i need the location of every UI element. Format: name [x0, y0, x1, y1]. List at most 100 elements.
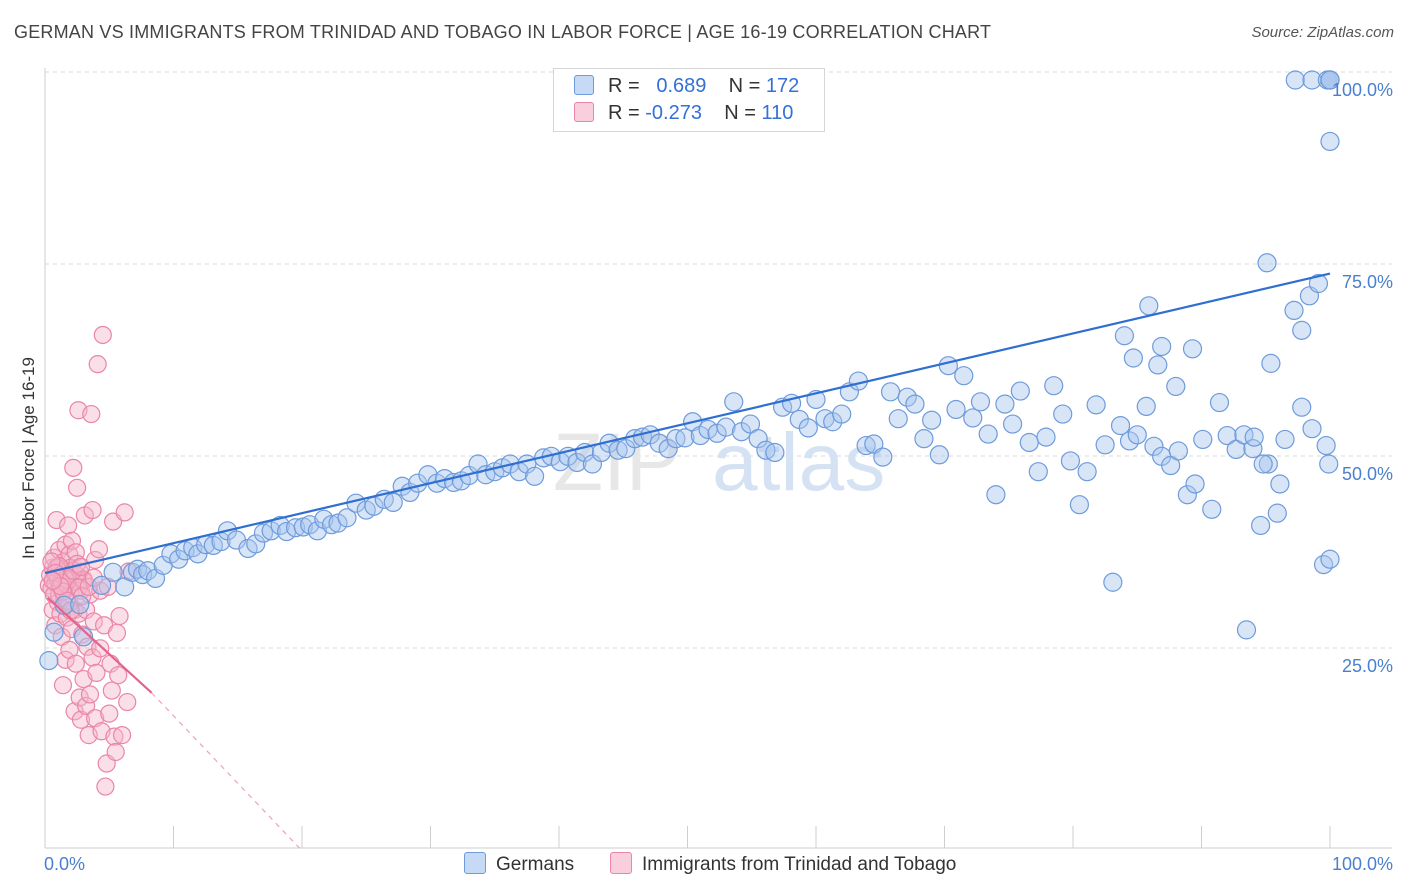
- scatter-point: [53, 676, 73, 695]
- scatter-point: [1003, 414, 1023, 434]
- scatter-point: [109, 666, 128, 685]
- legend-row-germans: R = 0.689 N = 172: [574, 75, 799, 99]
- scatter-point: [84, 612, 103, 631]
- scatter-point: [71, 710, 91, 729]
- scatter-point: [1284, 300, 1304, 320]
- legend-swatch-germans: [574, 75, 594, 95]
- scatter-point: [914, 429, 934, 449]
- legend-n-value: 172: [765, 75, 800, 97]
- scatter-point: [1152, 336, 1172, 357]
- scatter-point: [864, 434, 884, 454]
- scatter-point: [91, 575, 112, 595]
- scatter-point: [1316, 435, 1336, 456]
- y-tick-label: 50.0%: [1342, 464, 1393, 484]
- scatter-point: [103, 562, 123, 582]
- scatter-point: [42, 552, 61, 571]
- scatter-point: [1182, 339, 1203, 359]
- scatter-point: [978, 424, 998, 444]
- series-legend-trinidad[interactable]: Immigrants from Trinidad and Tobago: [610, 852, 956, 876]
- tick-labels: 25.0% 50.0% 75.0% 100.0% 0.0% 100.0%: [44, 80, 1393, 874]
- legend-r-value: 0.689: [656, 75, 707, 97]
- scatter-point: [1044, 376, 1064, 396]
- scatter-point: [1019, 432, 1039, 453]
- legend-n-label: N =: [724, 102, 756, 124]
- legend-r-label: R =: [608, 75, 640, 97]
- scatter-point: [1217, 425, 1237, 446]
- scatter-point: [1010, 381, 1030, 401]
- scatter-point: [1036, 427, 1056, 447]
- scatter-point: [1144, 436, 1164, 456]
- scatter-point: [1193, 429, 1213, 450]
- x-tick-label: 100.0%: [1332, 854, 1393, 874]
- scatter-point: [1251, 515, 1271, 536]
- scatter-point: [1244, 427, 1264, 447]
- scatter-point: [1123, 348, 1143, 368]
- scatter-point: [59, 516, 78, 535]
- series-legend-label: Germans: [496, 854, 575, 875]
- scatter-point: [89, 540, 109, 559]
- scatter-point: [73, 627, 94, 647]
- scatter-point: [970, 392, 991, 412]
- scatter-point: [91, 639, 110, 658]
- scatter-point: [118, 692, 137, 712]
- scatter-point: [83, 500, 102, 520]
- scatter-point: [1285, 70, 1305, 90]
- scatter-point: [1028, 462, 1048, 482]
- scatter-point: [798, 418, 818, 438]
- scatter-point: [1114, 326, 1135, 346]
- axes: [44, 68, 1392, 849]
- trend-line-trinidad-extension: [151, 692, 300, 849]
- gridlines: [45, 71, 1392, 649]
- scatter-point: [127, 559, 148, 579]
- scatter-point: [1320, 549, 1340, 569]
- scatter-point: [1148, 355, 1168, 375]
- scatter-point: [1060, 451, 1081, 471]
- scatter-point: [1177, 485, 1197, 505]
- scatter-point: [62, 531, 82, 550]
- scatter-point: [328, 513, 348, 533]
- y-tick-label: 25.0%: [1342, 656, 1393, 676]
- y-tick-label: 75.0%: [1342, 272, 1393, 292]
- scatter-point: [856, 435, 876, 456]
- series-trinidad-points: [39, 325, 138, 796]
- scatter-point: [1103, 572, 1123, 592]
- trend-lines: [44, 272, 1331, 849]
- scatter-point: [1253, 454, 1273, 474]
- legend-n-label: N =: [728, 75, 761, 97]
- scatter-point: [567, 452, 587, 473]
- legend-row-trinidad: R = -0.273 N = 110: [574, 102, 793, 126]
- scatter-point: [100, 704, 119, 723]
- scatter-point: [873, 447, 893, 467]
- scatter-point: [1110, 416, 1131, 436]
- scatter-point: [47, 510, 66, 530]
- scatter-point: [77, 696, 96, 716]
- scatter-point: [285, 518, 306, 538]
- scatter-point: [1275, 429, 1295, 450]
- scatter-point: [986, 485, 1006, 505]
- scatter-point: [880, 382, 901, 402]
- scatter-point: [1320, 70, 1340, 90]
- scatter-point: [1302, 419, 1322, 439]
- scatter-point: [70, 594, 90, 615]
- scatter-point: [1095, 435, 1115, 455]
- scatter-point: [658, 439, 678, 459]
- legend-n-value: 110: [761, 102, 794, 124]
- scatter-point: [133, 564, 153, 585]
- chart-title: GERMAN VS IMMIGRANTS FROM TRINIDAD AND T…: [14, 22, 992, 42]
- scatter-point: [1258, 454, 1278, 474]
- scatter-point: [1168, 441, 1188, 461]
- y-axis-title: In Labor Force | Age 16-19: [19, 357, 38, 559]
- series-legend-germans[interactable]: Germans: [464, 852, 574, 876]
- scatter-point: [1236, 620, 1257, 640]
- scatter-point: [1313, 555, 1334, 575]
- series-germans-points: [39, 70, 1340, 671]
- x-tick-label: 0.0%: [44, 854, 85, 874]
- scatter-point: [608, 440, 628, 460]
- scatter-point: [1166, 376, 1186, 397]
- scatter-point: [1086, 395, 1106, 415]
- scatter-point: [66, 654, 85, 673]
- scatter-point: [39, 651, 59, 671]
- scatter-point: [938, 356, 958, 376]
- scatter-point: [765, 442, 785, 463]
